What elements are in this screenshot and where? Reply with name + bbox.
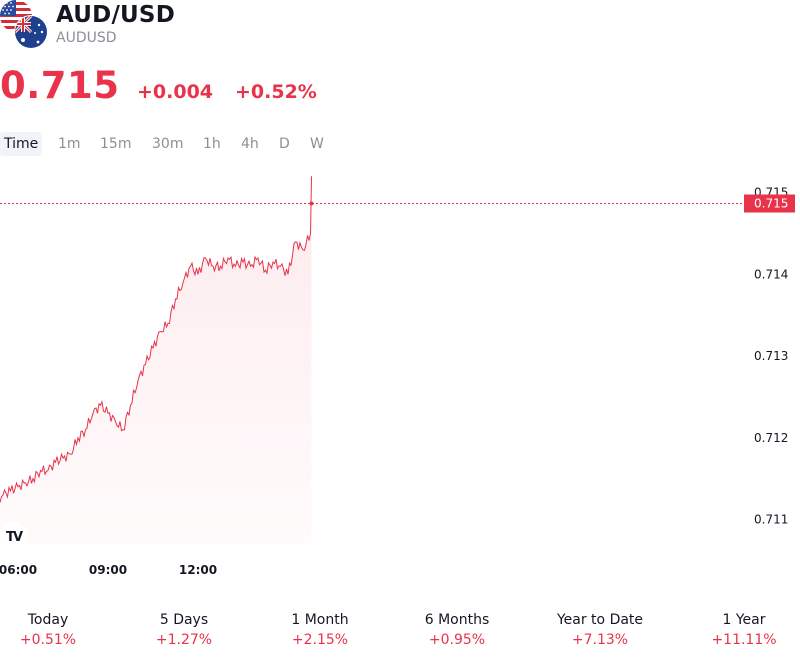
tab-1m[interactable]: 1m [58, 136, 81, 152]
last-price-dot [309, 201, 314, 206]
perf-1-month[interactable]: 1 Month +2.15% [250, 610, 390, 650]
symbol-header: AUD/USD AUDUSD [0, 0, 800, 60]
y-tick-label: 0.714 [754, 267, 788, 281]
perf-label: 1 Month [291, 612, 349, 628]
svg-text:T: T [6, 530, 15, 545]
last-price-badge [744, 194, 795, 213]
y-tick-label: 0.712 [754, 431, 788, 445]
tradingview-logo-icon[interactable]: T V [0, 522, 28, 550]
svg-text:V: V [13, 530, 23, 545]
australia-flag-icon [14, 15, 48, 49]
perf-label: Today [27, 612, 69, 628]
x-tick-label: 06:00 [0, 563, 37, 577]
tab-4h[interactable]: 4h [241, 136, 259, 152]
perf-label: 6 Months [424, 612, 490, 628]
symbol-ticker: AUDUSD [56, 30, 117, 46]
perf-value: +7.13% [571, 632, 629, 648]
tab-30m[interactable]: 30m [152, 136, 184, 152]
perf-value: +2.15% [291, 632, 349, 648]
last-price-badge-label: 0.715 [754, 197, 788, 211]
price-line [0, 176, 312, 503]
perf-value: +1.27% [155, 632, 213, 648]
perf-today[interactable]: Today +0.51% [0, 610, 118, 650]
perf-value: +11.11% [711, 632, 777, 648]
last-price: 0.715 [0, 64, 120, 107]
x-tick-label: 09:00 [89, 563, 127, 577]
perf-5-days[interactable]: 5 Days +1.27% [114, 610, 254, 650]
perf-year-to-date[interactable]: Year to Date +7.13% [530, 610, 670, 650]
price-chart[interactable]: 0.715 0.714 0.713 0.712 0.711 06:00 09:00 12:0… [0, 160, 800, 590]
perf-1-year[interactable]: 1 Year +11.11% [674, 610, 800, 650]
tab-time[interactable]: Time [0, 132, 43, 156]
perf-value: +0.51% [19, 632, 77, 648]
perf-label: 1 Year [722, 612, 766, 628]
perf-label: Year to Date [556, 612, 644, 628]
x-tick-label: 12:00 [179, 563, 217, 577]
price-change-percent: +0.52% [235, 81, 317, 103]
perf-6-months[interactable]: 6 Months +0.95% [387, 610, 527, 650]
price-change: +0.004 [137, 81, 214, 103]
tab-15m[interactable]: 15m [100, 136, 132, 152]
price-area-fill [0, 176, 312, 544]
tab-1h[interactable]: 1h [203, 136, 221, 152]
y-tick-label: 0.711 [754, 513, 788, 527]
currency-flags [0, 0, 50, 50]
tab-w[interactable]: W [310, 136, 324, 152]
tab-d[interactable]: D [279, 136, 290, 152]
y-tick-label: 0.713 [754, 349, 788, 363]
perf-value: +0.95% [428, 632, 486, 648]
performance-bar: Today +0.51% 5 Days +1.27% 1 Month +2.15… [0, 610, 800, 650]
symbol-title: AUD/USD [56, 2, 175, 28]
perf-label: 5 Days [159, 612, 209, 628]
